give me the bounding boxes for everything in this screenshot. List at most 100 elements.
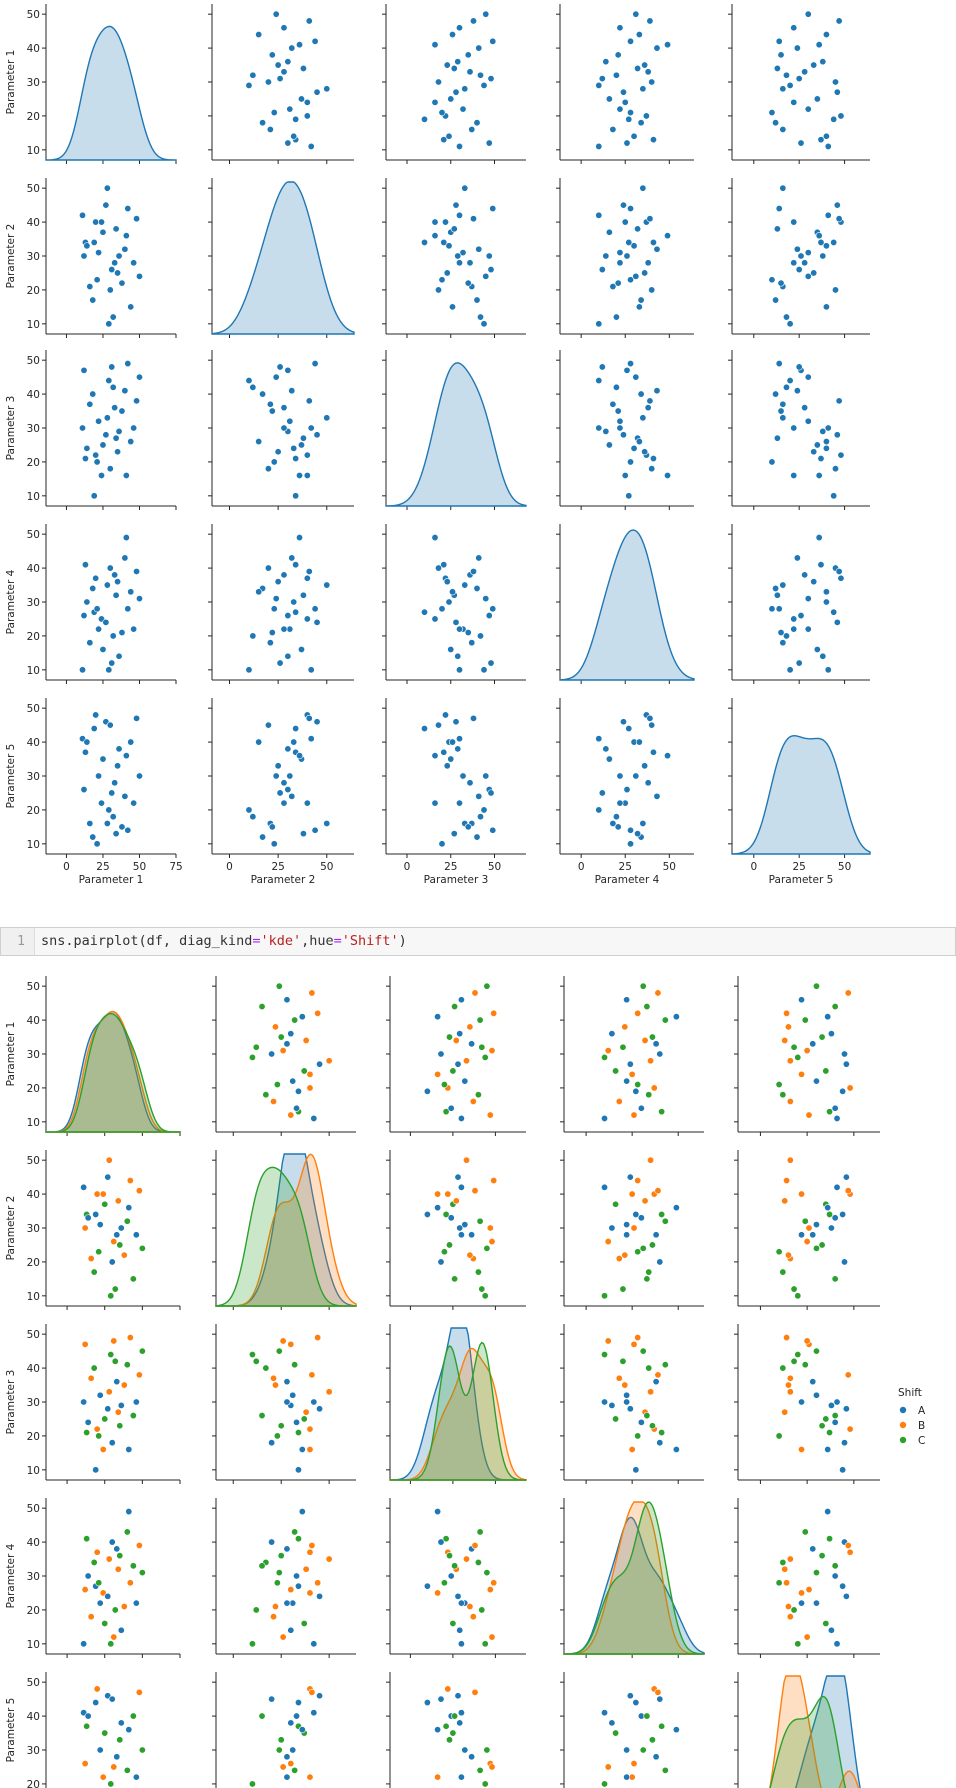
x-tick-label: 75 xyxy=(169,861,182,873)
scatter-point xyxy=(627,826,635,834)
code-token: ,hue xyxy=(301,933,334,949)
scatter-point xyxy=(623,1077,631,1085)
scatter-point xyxy=(457,1114,465,1122)
scatter-point xyxy=(266,400,274,408)
code-line[interactable]: sns.pairplot(df, diag_kind='kde',hue='Sh… xyxy=(41,928,407,955)
scatter-point xyxy=(90,1558,98,1566)
scatter-point xyxy=(270,109,278,117)
scatter-point xyxy=(434,286,442,294)
scatter-point xyxy=(129,1712,137,1720)
scatter-point xyxy=(271,1603,279,1611)
scatter-point xyxy=(822,1415,830,1423)
scatter-point xyxy=(107,1780,115,1788)
scatter-point xyxy=(772,119,780,127)
scatter-point xyxy=(786,1613,794,1621)
scatter-point xyxy=(452,201,460,209)
scatter-point xyxy=(95,417,103,425)
scatter-point xyxy=(468,1753,476,1761)
scatter-point xyxy=(661,1766,669,1774)
scatter-point xyxy=(98,471,106,479)
scatter-point xyxy=(90,238,98,246)
scatter-point xyxy=(445,1033,453,1041)
scatter-point xyxy=(111,571,119,579)
scatter-point xyxy=(830,238,838,246)
scatter-point xyxy=(604,1763,612,1771)
scatter-point xyxy=(784,1251,792,1259)
subplot-r5-c5 xyxy=(734,1672,861,1788)
scatter-point xyxy=(456,1626,464,1634)
x-axis-label: Parameter 4 xyxy=(595,874,660,886)
scatter-point xyxy=(259,390,267,398)
scatter-point xyxy=(255,588,263,596)
y-tick-label: 40 xyxy=(27,1363,40,1375)
scatter-point xyxy=(822,303,830,311)
scatter-point xyxy=(121,554,129,562)
scatter-point xyxy=(612,383,620,391)
scatter-point xyxy=(112,434,120,442)
scatter-point xyxy=(672,1013,680,1021)
scatter-point xyxy=(457,996,465,1004)
code-cell[interactable]: 1 sns.pairplot(df, diag_kind='kde',hue='… xyxy=(0,927,956,956)
scatter-point xyxy=(781,1565,789,1573)
scatter-point xyxy=(616,417,624,425)
scatter-point xyxy=(837,451,845,459)
scatter-point xyxy=(632,373,640,381)
subplot-r4-c2 xyxy=(212,1498,356,1658)
scatter-point xyxy=(779,581,787,589)
scatter-point xyxy=(108,1439,116,1447)
scatter-point xyxy=(803,1047,811,1055)
scatter-point xyxy=(805,1586,813,1594)
scatter-point xyxy=(93,458,101,466)
scatter-point xyxy=(824,1013,832,1021)
scatter-point xyxy=(632,1699,640,1707)
scatter-point xyxy=(83,1722,91,1730)
scatter-point xyxy=(637,1104,645,1112)
scatter-point xyxy=(793,387,801,395)
scatter-point xyxy=(833,1640,841,1648)
scatter-point xyxy=(103,581,111,589)
scatter-point xyxy=(125,1204,133,1212)
scatter-point xyxy=(81,455,89,463)
scatter-point xyxy=(95,1248,103,1256)
scatter-point xyxy=(266,639,274,647)
legend: Shift ABC xyxy=(898,1387,926,1447)
scatter-point xyxy=(287,1719,295,1727)
scatter-point xyxy=(632,1087,640,1095)
scatter-point xyxy=(630,132,638,140)
scatter-point xyxy=(648,465,656,473)
scatter-point xyxy=(625,492,633,500)
scatter-point xyxy=(289,1077,297,1085)
scatter-point xyxy=(103,184,111,192)
scatter-point xyxy=(114,1565,122,1573)
y-tick-label: 30 xyxy=(27,251,40,263)
scatter-point xyxy=(135,1541,143,1549)
scatter-point xyxy=(255,438,263,446)
scatter-point xyxy=(815,471,823,479)
scatter-point xyxy=(653,44,661,52)
scatter-point xyxy=(86,400,94,408)
scatter-point xyxy=(84,1214,92,1222)
scatter-point xyxy=(803,1633,811,1641)
y-axis-label: Parameter 3 xyxy=(5,396,17,461)
scatter-point xyxy=(299,591,307,599)
scatter-point xyxy=(126,1334,134,1342)
scatter-point xyxy=(280,625,288,633)
scatter-point xyxy=(621,218,629,226)
scatter-point xyxy=(287,1030,295,1038)
scatter-point xyxy=(672,1204,680,1212)
scatter-point xyxy=(773,591,781,599)
scatter-point xyxy=(280,24,288,32)
scatter-point xyxy=(303,799,311,807)
scatter-point xyxy=(630,242,638,250)
scatter-point xyxy=(79,424,87,432)
scatter-point xyxy=(423,1087,431,1095)
scatter-point xyxy=(623,1746,631,1754)
scatter-point xyxy=(812,1244,820,1252)
scatter-point xyxy=(420,608,428,616)
scatter-point xyxy=(452,718,460,726)
scatter-point xyxy=(637,1214,645,1222)
scatter-point xyxy=(445,1552,453,1560)
subplot-r4-c1: 10 20 30 40 50 Parameter 4 xyxy=(5,524,177,684)
scatter-point xyxy=(101,1729,109,1737)
scatter-point xyxy=(102,431,110,439)
